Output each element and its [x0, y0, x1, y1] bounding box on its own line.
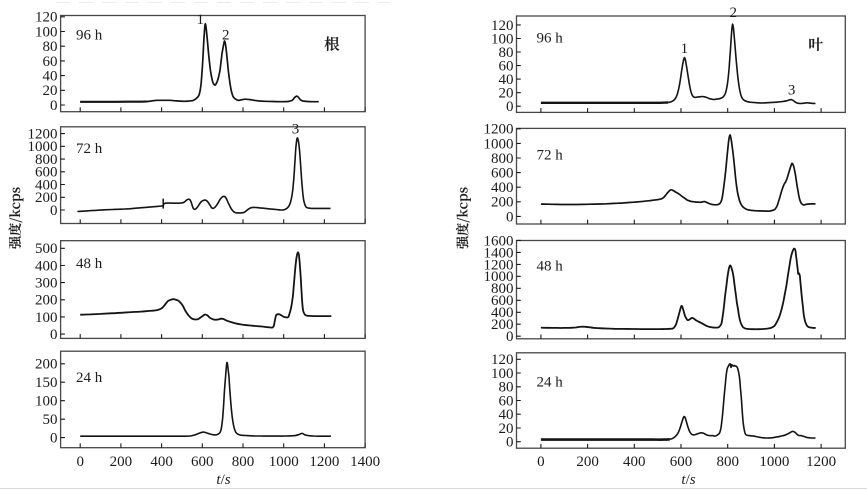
- svg-text:1: 1: [197, 12, 205, 28]
- svg-text:120: 120: [35, 10, 58, 26]
- svg-text:1000: 1000: [484, 269, 514, 285]
- svg-text:t/s: t/s: [216, 472, 230, 488]
- svg-text:800: 800: [35, 152, 58, 168]
- svg-text:20: 20: [499, 421, 514, 437]
- svg-text:96 h: 96 h: [537, 31, 564, 47]
- svg-text:2: 2: [222, 27, 230, 43]
- svg-text:2: 2: [729, 5, 737, 21]
- svg-text:200: 200: [35, 357, 58, 373]
- svg-text:96 h: 96 h: [76, 27, 103, 43]
- svg-text:1200: 1200: [28, 127, 58, 143]
- svg-text:24 h: 24 h: [76, 370, 103, 386]
- svg-text:50: 50: [43, 412, 58, 428]
- svg-text:1400: 1400: [350, 454, 380, 470]
- svg-text:400: 400: [491, 305, 514, 321]
- svg-text:200: 200: [110, 454, 133, 470]
- svg-text:400: 400: [491, 180, 514, 196]
- svg-text:72 h: 72 h: [76, 141, 103, 157]
- svg-text:400: 400: [35, 177, 58, 193]
- svg-text:1000: 1000: [28, 139, 58, 155]
- svg-text:0: 0: [50, 431, 58, 447]
- svg-text:400: 400: [623, 454, 646, 470]
- svg-text:0: 0: [506, 435, 514, 451]
- svg-text:0: 0: [506, 329, 514, 345]
- svg-text:600: 600: [35, 165, 58, 181]
- svg-text:0: 0: [506, 209, 514, 225]
- svg-text:0: 0: [76, 454, 84, 470]
- svg-text:100: 100: [491, 31, 514, 47]
- svg-text:72 h: 72 h: [537, 147, 564, 163]
- svg-text:40: 40: [499, 72, 514, 88]
- svg-text:200: 200: [35, 293, 58, 309]
- svg-text:200: 200: [491, 317, 514, 333]
- svg-text:800: 800: [491, 281, 514, 297]
- svg-text:20: 20: [499, 86, 514, 102]
- svg-text:60: 60: [43, 54, 58, 70]
- svg-text:100: 100: [35, 310, 58, 326]
- svg-text:300: 300: [35, 276, 58, 292]
- svg-text:20: 20: [43, 83, 58, 99]
- svg-text:400: 400: [150, 454, 173, 470]
- svg-text:600: 600: [491, 293, 514, 309]
- svg-text:0: 0: [50, 203, 58, 219]
- svg-text:0: 0: [50, 327, 58, 343]
- svg-text:1000: 1000: [759, 454, 789, 470]
- svg-text:0: 0: [50, 98, 58, 114]
- svg-text:t/s: t/s: [681, 472, 695, 488]
- svg-text:3: 3: [788, 82, 796, 98]
- svg-text:100: 100: [491, 366, 514, 382]
- svg-text:800: 800: [716, 454, 739, 470]
- svg-text:24 h: 24 h: [537, 374, 564, 390]
- svg-text:400: 400: [35, 258, 58, 274]
- svg-text:600: 600: [491, 166, 514, 182]
- svg-text:1600: 1600: [484, 233, 514, 249]
- svg-text:600: 600: [670, 454, 693, 470]
- svg-text:200: 200: [576, 454, 599, 470]
- svg-text:800: 800: [491, 151, 514, 167]
- svg-text:200: 200: [491, 195, 514, 211]
- svg-text:100: 100: [35, 24, 58, 40]
- svg-text:200: 200: [35, 190, 58, 206]
- svg-text:60: 60: [499, 59, 514, 75]
- svg-text:120: 120: [491, 18, 514, 34]
- svg-text:80: 80: [499, 380, 514, 396]
- svg-text:0: 0: [537, 454, 545, 470]
- svg-text:1400: 1400: [484, 245, 514, 261]
- svg-text:600: 600: [191, 454, 214, 470]
- svg-text:1200: 1200: [484, 122, 514, 138]
- svg-text:48 h: 48 h: [76, 256, 103, 272]
- svg-text:48 h: 48 h: [537, 258, 564, 274]
- svg-text:1000: 1000: [269, 454, 299, 470]
- svg-text:1000: 1000: [484, 136, 514, 152]
- svg-text:500: 500: [35, 241, 58, 257]
- svg-text:150: 150: [35, 375, 58, 391]
- svg-text:1: 1: [681, 41, 689, 57]
- svg-text:0: 0: [506, 99, 514, 115]
- svg-text:60: 60: [499, 393, 514, 409]
- svg-text:40: 40: [43, 69, 58, 85]
- svg-text:1200: 1200: [484, 257, 514, 273]
- svg-text:3: 3: [292, 122, 300, 138]
- svg-text:1200: 1200: [309, 454, 339, 470]
- svg-text:40: 40: [499, 407, 514, 423]
- svg-text:80: 80: [499, 45, 514, 61]
- svg-text:120: 120: [491, 352, 514, 368]
- svg-text:1200: 1200: [806, 454, 836, 470]
- svg-text:100: 100: [35, 394, 58, 410]
- svg-text:800: 800: [232, 454, 255, 470]
- svg-text:80: 80: [43, 39, 58, 55]
